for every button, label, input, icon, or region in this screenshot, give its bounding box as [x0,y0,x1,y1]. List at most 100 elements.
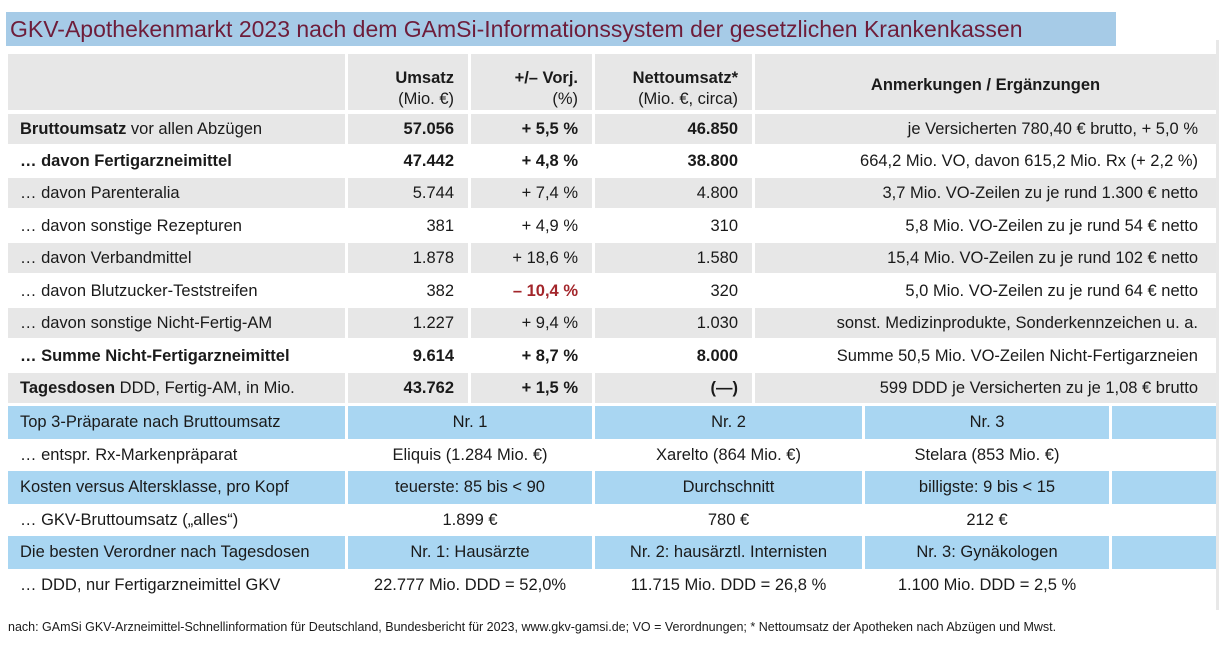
row-note: 5,8 Mio. VO-Zeilen zu je rund 54 € netto [905,216,1198,235]
section-value-1: 1.899 € [442,510,498,529]
row-label: … davon Fertigarzneimittel [8,146,345,176]
row-umsatz: 57.056 [348,114,468,144]
footnote: nach: GAmSi GKV-Arzneimittel-Schnellinfo… [8,620,1057,634]
header-notes: Anmerkungen / Ergänzungen [755,54,1216,110]
section-value-row: … DDD, nur Fertigarzneimittel GKV 22.777 … [8,569,1216,601]
section-value-1: Eliquis (1.284 Mio. €) [392,445,548,464]
header-netto-unit: (Mio. €, circa) [638,90,738,108]
row-label-text: vor allen Abzügen [126,119,263,138]
section-header-row: Top 3-Präparate nach Bruttoumsatz Nr. 1 Nr… [8,406,1216,439]
section-sub-label: … DDD, nur Fertigarzneimittel GKV [20,575,281,594]
section-value-3: 212 € [966,510,1008,529]
row-note: 3,7 Mio. VO-Zeilen zu je rund 1.300 € ne… [755,178,1216,208]
header-delta: +/– Vorj. (%) [471,54,592,110]
row-umsatz: 43.762 [348,373,468,403]
row-netto: 8.000 [696,346,738,365]
section-header-row: Kosten versus Altersklasse, pro Kopf teue… [8,471,1216,504]
header-label-cell [8,54,345,110]
row-label-bold: Tagesdosen [20,378,116,397]
table-row: Tagesdosen DDD, Fertig-AM, in Mio. 43.762… [8,373,1216,403]
row-delta: + 7,4 % [471,178,592,208]
row-label: … davon Parenteralia [8,178,345,208]
table-row: Bruttoumsatz vor allen Abzügen 57.056 + 5,… [8,114,1216,144]
row-netto: 320 [710,281,738,300]
section-col-empty [1112,536,1216,569]
row-umsatz: 47.442 [403,151,454,170]
section-value-3: Stelara (853 Mio. €) [914,445,1060,464]
row-delta: + 4,8 % [521,151,578,170]
section-value-1: 22.777 Mio. DDD = 52,0% [373,575,567,594]
row-label-text: … davon sonstige Nicht-Fertig-AM [20,313,273,332]
row-netto: 46.850 [595,114,752,144]
row-note: sonst. Medizinprodukte, Sonderkennzeiche… [755,308,1216,338]
row-note: 5,0 Mio. VO-Zeilen zu je rund 64 € netto [905,281,1198,300]
row-label-text: … davon Parenteralia [20,183,180,202]
section-col-2: Durchschnitt [595,471,862,504]
section-col-1: Nr. 1 [348,406,592,439]
header-umsatz: Umsatz (Mio. €) [348,54,468,110]
row-netto: 310 [710,216,738,235]
row-label: … davon sonstige Nicht-Fertig-AM [8,308,345,338]
section-value-3: 1.100 Mio. DDD = 2,5 % [897,575,1077,594]
section-value-empty [1112,439,1216,471]
row-delta: + 9,4 % [471,308,592,338]
row-label: … davon Verbandmittel [8,243,345,273]
row-note: 15,4 Mio. VO-Zeilen zu je rund 102 € net… [755,243,1216,273]
table-header: Umsatz (Mio. €) +/– Vorj. (%) Nettoumsat… [8,54,1216,110]
header-delta-title: +/– Vorj. [514,69,578,87]
table-row: … davon Verbandmittel 1.878 + 18,6 % 1.580 1… [8,243,1216,273]
row-label-bold: … Summe Nicht-Fertigarzneimittel [20,346,290,365]
row-label: … davon Blutzucker-Teststreifen [8,276,345,306]
row-umsatz: 382 [426,281,454,300]
section-col-empty [1112,471,1216,504]
section-col-3: Nr. 3: Gynäkologen [865,536,1109,569]
row-umsatz: 5.744 [348,178,468,208]
row-delta: + 5,5 % [471,114,592,144]
row-delta: + 4,9 % [521,216,578,235]
right-divider [1216,40,1219,610]
section-col-3: Nr. 3 [865,406,1109,439]
section-col-3: billigste: 9 bis < 15 [865,471,1109,504]
section-col-1: teuerste: 85 bis < 90 [348,471,592,504]
row-label: Bruttoumsatz vor allen Abzügen [8,114,345,144]
row-netto: (—) [595,373,752,403]
row-netto: 1.030 [595,308,752,338]
section-value-2: 780 € [707,510,750,529]
table-row: … davon Parenteralia 5.744 + 7,4 % 4.800 3,7… [8,178,1216,208]
row-umsatz: 1.878 [348,243,468,273]
header-notes-title: Anmerkungen / Ergänzungen [870,75,1101,94]
section-value-empty [1112,504,1216,536]
section-col-2: Nr. 2 [595,406,862,439]
row-label: … Summe Nicht-Fertigarzneimittel [8,341,345,371]
section-value-row: … GKV-Bruttoumsatz („alles“) 1.899 € 780 €… [8,504,1216,536]
header-umsatz-unit: (Mio. €) [398,90,454,108]
header-umsatz-title: Umsatz [395,69,454,87]
table-row: … Summe Nicht-Fertigarzneimittel 9.614 + 8… [8,341,1216,371]
section-value-row: … entspr. Rx-Markenpräparat Eliquis (1.28… [8,439,1216,471]
section-value-2: 11.715 Mio. DDD = 26,8 % [630,575,827,594]
row-note: 664,2 Mio. VO, davon 615,2 Mio. Rx (+ 2,… [860,151,1198,170]
table-row: … davon sonstige Rezepturen 381 + 4,9 % 310… [8,211,1216,241]
section-value-2: Xarelto (864 Mio. €) [656,445,801,464]
section-label: Top 3-Präparate nach Bruttoumsatz [8,406,345,439]
row-umsatz: 381 [426,216,454,235]
table-row: … davon Fertigarzneimittel 47.442 + 4,8 % 3… [8,146,1216,176]
row-netto: 4.800 [595,178,752,208]
section-col-1: Nr. 1: Hausärzte [348,536,592,569]
row-delta: + 1,5 % [471,373,592,403]
table-title: GKV-Apothekenmarkt 2023 nach dem GAmSi-I… [6,12,1116,46]
header-netto-title: Nettoumsatz* [632,69,738,87]
row-label: … davon sonstige Rezepturen [8,211,345,241]
row-label-text: … davon Verbandmittel [20,248,192,267]
row-label-bold: Bruttoumsatz [20,119,127,138]
section-value-empty [1112,569,1216,601]
row-label-bold: … davon Fertigarzneimittel [20,151,232,170]
table-row: … davon sonstige Nicht-Fertig-AM 1.227 + 9… [8,308,1216,338]
row-delta: + 8,7 % [521,346,578,365]
row-umsatz: 9.614 [412,346,454,365]
row-label: Tagesdosen DDD, Fertig-AM, in Mio. [8,373,345,403]
row-delta: – 10,4 % [512,281,578,300]
section-label: Die besten Verordner nach Tagesdosen [8,536,345,569]
row-umsatz: 1.227 [348,308,468,338]
row-note: Summe 50,5 Mio. VO-Zeilen Nicht-Fertigar… [836,346,1198,365]
